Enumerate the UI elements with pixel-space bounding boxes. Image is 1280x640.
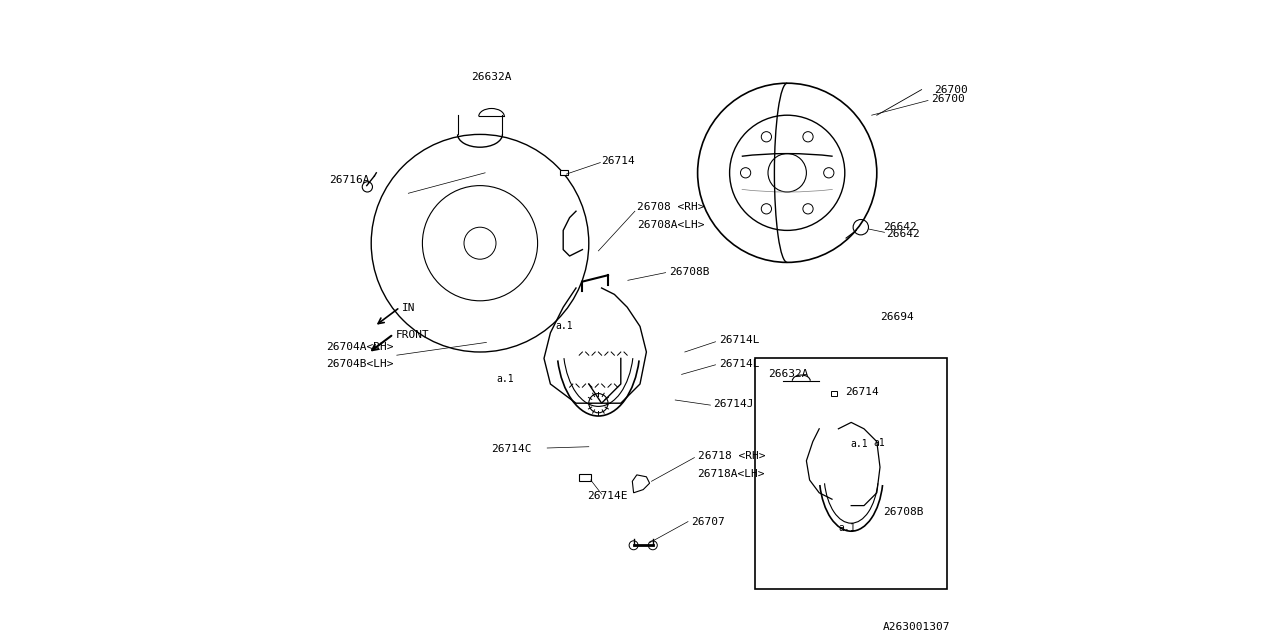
Text: 26714: 26714	[602, 156, 635, 166]
Text: FRONT: FRONT	[396, 330, 429, 340]
Text: 26714: 26714	[845, 387, 878, 397]
Text: a.1: a.1	[497, 374, 515, 384]
Text: 26694: 26694	[881, 312, 914, 322]
Text: 26704A<RH>: 26704A<RH>	[326, 342, 394, 352]
Text: A263001307: A263001307	[883, 622, 950, 632]
Text: 26632A: 26632A	[471, 72, 512, 82]
Text: 26718A<LH>: 26718A<LH>	[698, 468, 765, 479]
Text: 26714C: 26714C	[492, 444, 532, 454]
Text: a.1: a.1	[556, 321, 573, 332]
FancyBboxPatch shape	[755, 358, 947, 589]
Text: 26707: 26707	[691, 516, 724, 527]
Text: 26716A: 26716A	[330, 175, 370, 186]
Text: 26708B: 26708B	[668, 267, 709, 277]
Text: 26714L: 26714L	[719, 335, 759, 346]
Polygon shape	[632, 475, 650, 493]
Text: a1: a1	[874, 438, 886, 448]
Text: a.1: a.1	[838, 523, 856, 533]
Text: 26714J: 26714J	[714, 399, 754, 410]
Text: 26714L: 26714L	[719, 358, 759, 369]
Text: IN: IN	[402, 303, 416, 314]
FancyBboxPatch shape	[831, 391, 837, 396]
Text: 26704B<LH>: 26704B<LH>	[326, 358, 394, 369]
FancyBboxPatch shape	[580, 474, 591, 481]
Text: 26708A<LH>: 26708A<LH>	[637, 220, 704, 230]
Text: 26642: 26642	[883, 222, 916, 232]
Text: 26718 <RH>: 26718 <RH>	[698, 451, 765, 461]
FancyBboxPatch shape	[561, 170, 568, 175]
Text: a.1: a.1	[850, 438, 868, 449]
Text: 26708B: 26708B	[883, 507, 924, 517]
Text: 26700: 26700	[934, 84, 968, 95]
Text: 26714E: 26714E	[588, 491, 628, 501]
Text: 26700: 26700	[932, 94, 965, 104]
Text: 26632A: 26632A	[768, 369, 809, 380]
Text: 26642: 26642	[886, 228, 920, 239]
Text: 26708 <RH>: 26708 <RH>	[637, 202, 704, 212]
